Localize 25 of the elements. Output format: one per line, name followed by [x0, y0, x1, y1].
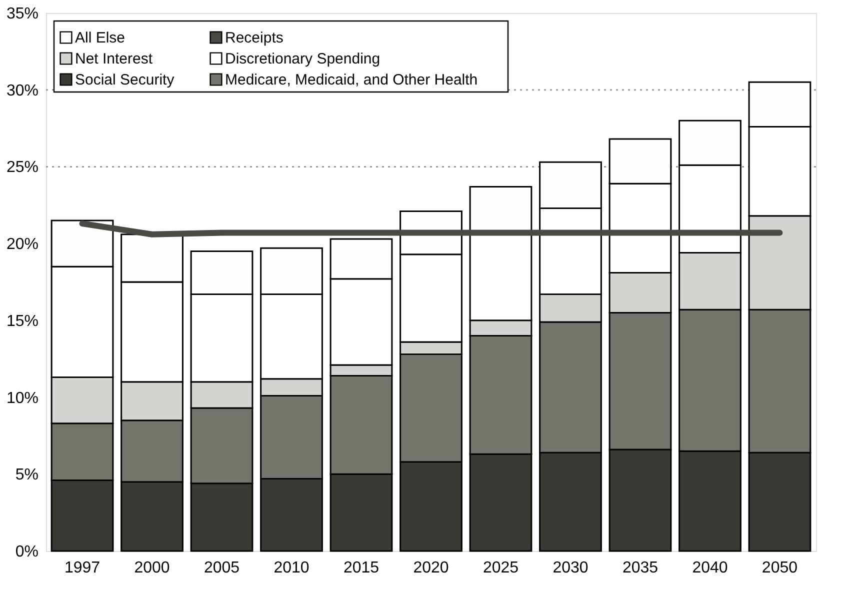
- legend-label: Discretionary Spending: [225, 50, 380, 68]
- legend-label: Social Security: [75, 72, 175, 88]
- legend-label: Net Interest: [75, 50, 154, 68]
- x-tick-label: 2010: [274, 560, 310, 576]
- y-tick-label: 5%: [15, 466, 38, 484]
- y-tick-label: 15%: [6, 312, 38, 330]
- legend-label: Medicare, Medicaid, and Other Health: [225, 72, 478, 88]
- x-tick-label: 1997: [64, 560, 100, 576]
- x-tick-label: 2025: [482, 560, 519, 576]
- x-tick-label: 2035: [622, 560, 658, 576]
- y-tick-label: 10%: [6, 390, 38, 407]
- y-tick-label: 35%: [6, 6, 38, 22]
- y-tick-label: 0%: [15, 544, 38, 560]
- y-tick-label: 20%: [6, 236, 38, 254]
- legend-label: Receipts: [225, 30, 284, 46]
- x-tick-label: 2040: [692, 560, 728, 576]
- y-tick-label: 30%: [6, 82, 38, 100]
- x-tick-label: 2000: [134, 560, 170, 576]
- x-tick-label: 2005: [204, 560, 240, 576]
- x-tick-label: 2050: [762, 560, 798, 576]
- x-tick-label: 2015: [343, 560, 380, 576]
- legend-label: All Else: [75, 30, 126, 46]
- y-tick-label: 25%: [6, 159, 38, 176]
- x-tick-label: 2020: [413, 560, 449, 576]
- x-tick-label: 2030: [552, 560, 588, 576]
